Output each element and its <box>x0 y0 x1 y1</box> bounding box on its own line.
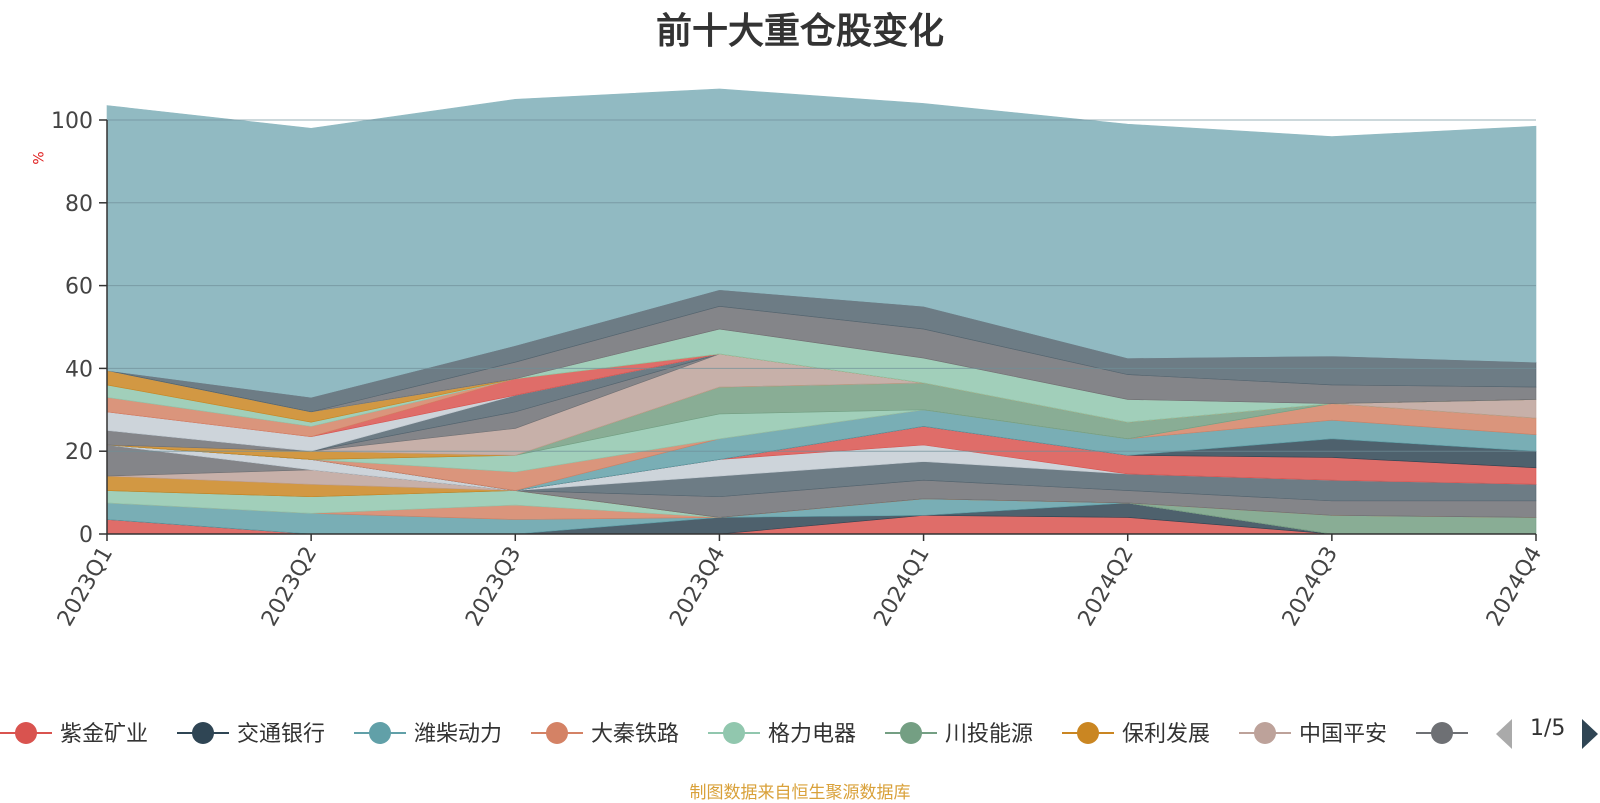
legend-label: 格力电器 <box>768 722 856 747</box>
y-tick-label-20: 20 <box>65 440 93 465</box>
legend-item-保利发展[interactable]: 保利发展 <box>1062 722 1210 747</box>
legend-next-icon[interactable] <box>1582 719 1598 749</box>
legend-label: 紫金矿业 <box>60 722 148 747</box>
area-layers <box>106 88 1537 535</box>
legend-item-交通银行[interactable]: 交通银行 <box>177 722 325 747</box>
legend-marker <box>1077 722 1099 744</box>
legend-label: 大秦铁路 <box>591 722 679 747</box>
legend-item-中国平安[interactable]: 中国平安 <box>1239 722 1387 747</box>
legend-marker <box>546 722 568 744</box>
legend-label: 交通银行 <box>237 722 325 747</box>
legend-label: 保利发展 <box>1122 722 1210 747</box>
legend-item-格力电器[interactable]: 格力电器 <box>708 722 856 747</box>
legend-label: 中国平安 <box>1299 722 1387 747</box>
legend-page-indicator: 1/5 <box>1530 716 1566 741</box>
legend-marker <box>1431 722 1453 744</box>
legend-item-贵州茅台[interactable]: 贵州茅台 <box>1416 722 1564 747</box>
x-tick-label-2024Q4: 2024Q4 <box>1482 543 1547 631</box>
y-tick-label-100: 100 <box>51 109 93 134</box>
x-tick-label-2024Q1: 2024Q1 <box>869 543 934 631</box>
x-tick-label-2023Q1: 2023Q1 <box>53 543 118 631</box>
legend-item-川投能源[interactable]: 川投能源 <box>885 722 1033 747</box>
legend-marker <box>900 722 922 744</box>
source-note: 制图数据来自恒生聚源数据库 <box>689 783 911 803</box>
y-tick-label-0: 0 <box>79 523 93 548</box>
legend-label: 川投能源 <box>945 722 1033 747</box>
legend-marker <box>723 722 745 744</box>
x-tick-label-2024Q3: 2024Q3 <box>1278 543 1343 631</box>
legend-item-潍柴动力[interactable]: 潍柴动力 <box>354 722 502 747</box>
legend-label: 潍柴动力 <box>414 722 502 747</box>
x-tick-label-2023Q4: 2023Q4 <box>665 543 730 631</box>
legend-item-紫金矿业[interactable]: 紫金矿业 <box>0 722 148 747</box>
legend-marker <box>369 722 391 744</box>
legend-marker <box>192 722 214 744</box>
chart-title: 前十大重仓股变化 <box>655 11 944 52</box>
legend[interactable]: 紫金矿业 交通银行 潍柴动力 大秦铁路 格力电器 川投能源 保利发展 中国平安 贵州茅台 <box>0 722 1564 747</box>
legend-item-大秦铁路[interactable]: 大秦铁路 <box>531 722 679 747</box>
x-tick-label-2024Q2: 2024Q2 <box>1074 543 1139 631</box>
y-tick-label-60: 60 <box>65 275 93 300</box>
legend-marker <box>1254 722 1276 744</box>
x-tick-label-2023Q3: 2023Q3 <box>461 543 526 631</box>
x-tick-label-2023Q2: 2023Q2 <box>257 543 322 631</box>
grid-lines <box>107 119 1536 452</box>
y-tick-label-80: 80 <box>65 192 93 217</box>
legend-prev-icon[interactable] <box>1496 719 1512 749</box>
y-tick-label-40: 40 <box>65 357 93 382</box>
area-其他 <box>106 88 1537 398</box>
legend-marker <box>15 722 37 744</box>
